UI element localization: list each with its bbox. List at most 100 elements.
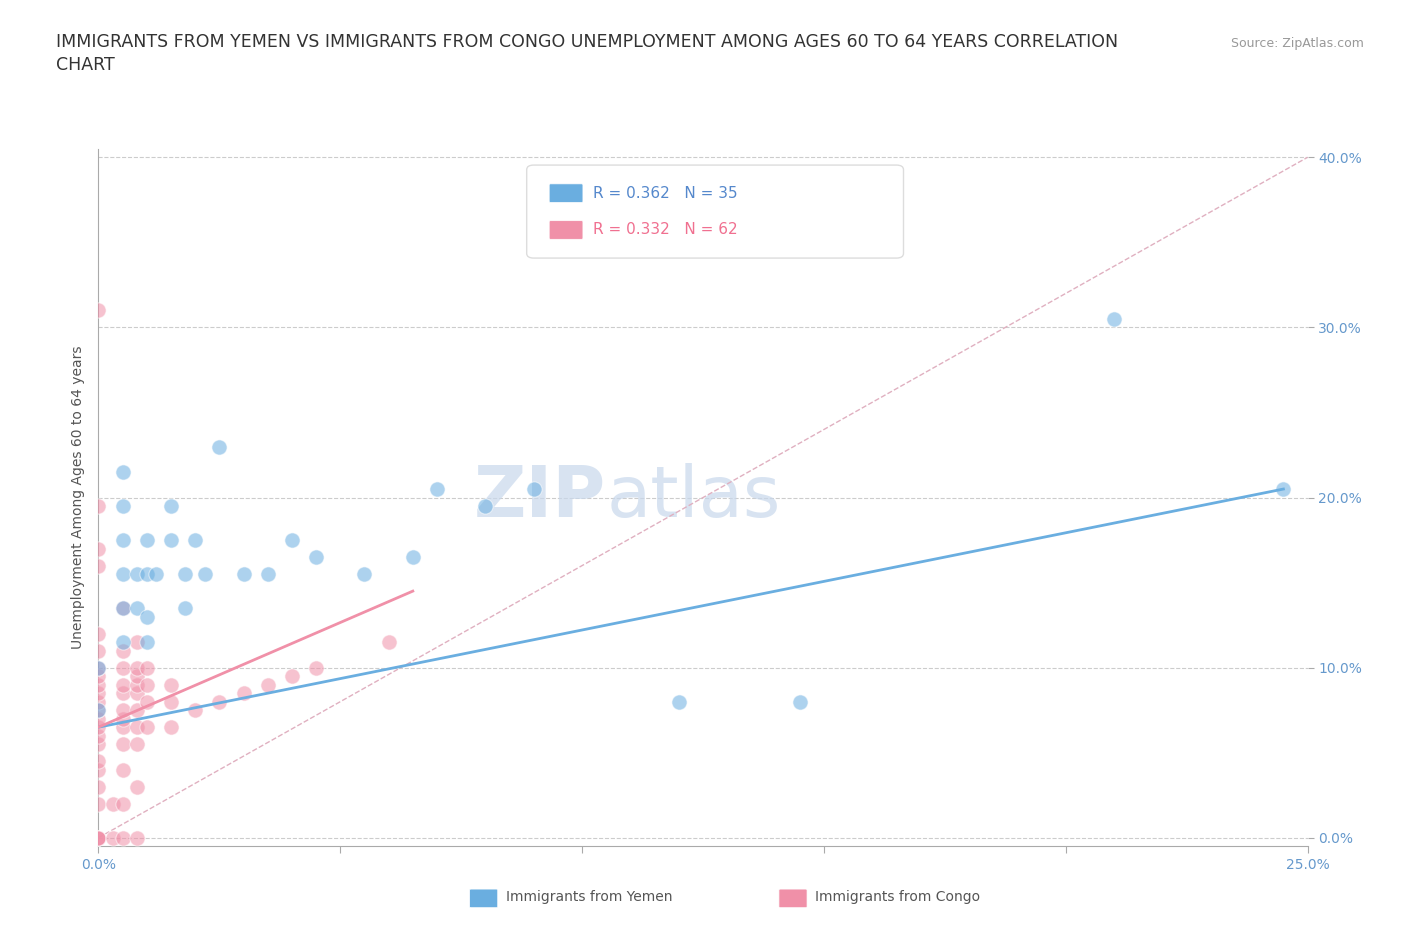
Point — [111, 685, 134, 700]
Point — [174, 566, 197, 581]
Point — [668, 695, 690, 710]
Text: IMMIGRANTS FROM YEMEN VS IMMIGRANTS FROM CONGO UNEMPLOYMENT AMONG AGES 60 TO 64 : IMMIGRANTS FROM YEMEN VS IMMIGRANTS FROM… — [56, 33, 1118, 50]
Point — [111, 533, 134, 548]
Y-axis label: Unemployment Among Ages 60 to 64 years: Unemployment Among Ages 60 to 64 years — [72, 346, 86, 649]
Point — [208, 695, 231, 710]
Point — [127, 669, 149, 684]
Text: R = 0.362   N = 35: R = 0.362 N = 35 — [593, 186, 737, 201]
Text: R = 0.332   N = 62: R = 0.332 N = 62 — [593, 222, 737, 237]
Point — [87, 703, 110, 718]
Point — [305, 550, 328, 565]
Point — [111, 763, 134, 777]
Point — [101, 796, 124, 811]
Point — [87, 737, 110, 751]
Text: R = 0.332   N = 62: R = 0.332 N = 62 — [593, 222, 737, 237]
Text: R = 0.362   N = 35: R = 0.362 N = 35 — [593, 186, 737, 201]
Point — [87, 695, 110, 710]
Point — [127, 660, 149, 675]
Point — [87, 303, 110, 318]
Point — [281, 533, 304, 548]
Point — [87, 677, 110, 692]
Point — [87, 830, 110, 845]
Point — [135, 720, 157, 735]
Point — [127, 685, 149, 700]
Point — [353, 566, 375, 581]
Point — [145, 566, 167, 581]
Point — [87, 644, 110, 658]
Point — [87, 779, 110, 794]
Point — [160, 720, 183, 735]
Point — [111, 498, 134, 513]
Point — [87, 830, 110, 845]
Point — [377, 634, 399, 649]
Point — [87, 763, 110, 777]
Point — [789, 695, 811, 710]
Point — [87, 660, 110, 675]
Point — [111, 677, 134, 692]
Point — [1272, 482, 1295, 497]
Point — [87, 728, 110, 743]
Point — [281, 669, 304, 684]
Point — [111, 720, 134, 735]
Point — [523, 482, 546, 497]
Point — [208, 439, 231, 454]
Text: ZIP: ZIP — [474, 463, 606, 532]
Point — [127, 601, 149, 616]
Point — [111, 796, 134, 811]
Point — [135, 634, 157, 649]
Point — [135, 677, 157, 692]
Point — [111, 830, 134, 845]
Point — [160, 677, 183, 692]
Point — [111, 465, 134, 480]
Point — [135, 660, 157, 675]
Point — [87, 703, 110, 718]
Text: atlas: atlas — [606, 463, 780, 532]
Point — [87, 711, 110, 726]
Point — [160, 498, 183, 513]
Point — [111, 703, 134, 718]
Point — [135, 566, 157, 581]
Point — [127, 677, 149, 692]
Text: Immigrants from Yemen: Immigrants from Yemen — [506, 890, 672, 905]
Point — [111, 711, 134, 726]
Text: Immigrants from Congo: Immigrants from Congo — [815, 890, 980, 905]
Text: Source: ZipAtlas.com: Source: ZipAtlas.com — [1230, 37, 1364, 50]
Point — [127, 703, 149, 718]
Point — [87, 558, 110, 573]
Point — [87, 669, 110, 684]
Point — [256, 566, 278, 581]
Point — [87, 626, 110, 641]
Point — [87, 754, 110, 769]
Point — [127, 720, 149, 735]
Point — [1102, 312, 1125, 326]
Point — [135, 609, 157, 624]
Point — [127, 737, 149, 751]
Point — [305, 660, 328, 675]
Point — [111, 566, 134, 581]
Point — [127, 830, 149, 845]
Point — [160, 533, 183, 548]
Point — [111, 634, 134, 649]
Point — [402, 550, 425, 565]
Point — [87, 830, 110, 845]
Point — [184, 703, 207, 718]
Point — [87, 796, 110, 811]
Point — [87, 498, 110, 513]
Point — [256, 677, 278, 692]
Point — [111, 601, 134, 616]
Point — [101, 830, 124, 845]
Point — [184, 533, 207, 548]
Point — [127, 566, 149, 581]
Point — [87, 685, 110, 700]
Point — [87, 720, 110, 735]
Point — [194, 566, 217, 581]
Point — [135, 695, 157, 710]
Point — [111, 601, 134, 616]
Point — [111, 737, 134, 751]
Point — [426, 482, 449, 497]
Point — [111, 660, 134, 675]
Point — [127, 634, 149, 649]
Point — [127, 779, 149, 794]
Point — [87, 660, 110, 675]
Point — [232, 566, 254, 581]
